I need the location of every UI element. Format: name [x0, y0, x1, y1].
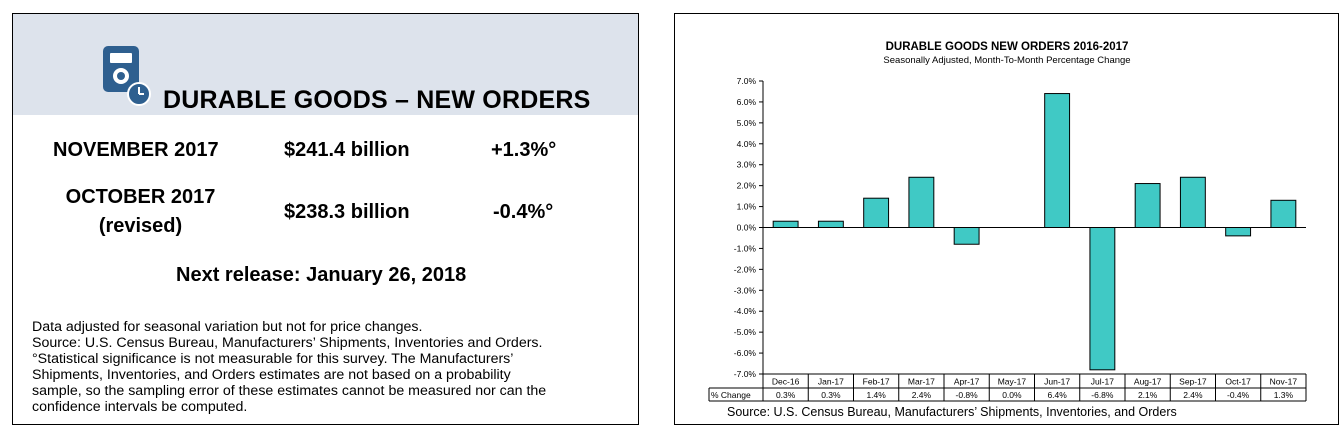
data-label: 2.4%	[912, 390, 932, 400]
table-row-label: % Change	[711, 390, 751, 400]
y-tick-label: 0.0%	[737, 223, 757, 233]
y-tick-label: 6.0%	[737, 97, 757, 107]
x-tick-label: Jul-17	[1091, 377, 1114, 387]
y-tick-label: -4.0%	[734, 306, 757, 316]
row2-value: $238.3 billion	[284, 201, 410, 223]
note-line: Data adjusted for seasonal variation but…	[32, 319, 423, 335]
data-label: -0.4%	[1227, 390, 1250, 400]
y-tick-label: -1.0%	[734, 243, 757, 253]
data-label: 1.3%	[1274, 390, 1294, 400]
data-label: 0.0%	[1002, 390, 1022, 400]
bar-chart: DURABLE GOODS NEW ORDERS 2016-2017 Seaso…	[708, 41, 1307, 419]
chart-body: 7.0% 6.0% 5.0% 4.0% 3.0% 2.0% 1.0% 0.0% -1.0% -2.…	[708, 76, 1307, 402]
data-label: 0.3%	[821, 390, 841, 400]
row2-period-note: (revised)	[98, 215, 183, 237]
bar	[817, 220, 844, 229]
y-tick-label: 2.0%	[737, 181, 757, 191]
chart-panel: DURABLE GOODS NEW ORDERS 2016-2017 Seaso…	[674, 13, 1339, 425]
note-line: sample, so the sampling error of these e…	[32, 382, 547, 399]
y-tick-label: 4.0%	[737, 139, 757, 149]
x-tick-label: May-17	[998, 377, 1027, 387]
summary-header: DURABLE GOODS – NEW ORDERS	[13, 14, 638, 115]
bar	[1270, 199, 1297, 229]
data-label: -0.8%	[956, 390, 979, 400]
data-label: 2.1%	[1138, 390, 1158, 400]
note-line: Source: U.S. Census Bureau, Manufacturer…	[32, 334, 543, 351]
x-tick-label: Mar-17	[908, 377, 935, 387]
note-line: confidence intervals be computed.	[32, 398, 248, 415]
y-tick-label: 1.0%	[737, 202, 757, 212]
summary-title: DURABLE GOODS – NEW ORDERS	[163, 86, 591, 114]
note-line: Shipments, Inventories, and Orders estim…	[32, 366, 511, 383]
y-tick-label: 5.0%	[737, 118, 757, 128]
bar	[863, 197, 890, 228]
data-label: 2.4%	[1183, 390, 1203, 400]
row2-period: OCTOBER 2017	[65, 186, 216, 208]
data-label: 6.4%	[1047, 390, 1067, 400]
x-tick-label: Jun-17	[1044, 377, 1070, 387]
y-tick-label: -5.0%	[734, 327, 757, 337]
x-tick-label: Jan-17	[818, 377, 844, 387]
x-tick-label: Nov-17	[1270, 377, 1298, 387]
bar	[1044, 93, 1071, 228]
x-tick-label: Oct-17	[1225, 377, 1251, 387]
y-tick-label: 7.0%	[737, 76, 757, 86]
x-tick-label: Aug-17	[1134, 377, 1162, 387]
chart-subtitle: Seasonally Adjusted, Month-To-Month Perc…	[883, 55, 1130, 66]
document-clock-icon	[103, 46, 151, 106]
row1-period: NOVEMBER 2017	[53, 139, 219, 161]
data-label: -6.8%	[1091, 390, 1114, 400]
x-tick-label: Sep-17	[1179, 377, 1207, 387]
bar	[1179, 176, 1206, 228]
summary-notes: Data adjusted for seasonal variation but…	[32, 319, 632, 415]
x-tick-label: Feb-17	[863, 377, 890, 387]
row1-value: $241.4 billion	[284, 139, 410, 161]
data-label: 0.3%	[776, 390, 796, 400]
bar	[953, 227, 980, 245]
y-tick-label: -6.0%	[734, 348, 757, 358]
bar	[1089, 227, 1116, 371]
x-tick-label: Apr-17	[954, 377, 980, 387]
y-tick-label: 3.0%	[737, 160, 757, 170]
bar	[1134, 183, 1161, 229]
next-release: Next release: January 26, 2018	[176, 264, 467, 286]
y-tick-label: -2.0%	[734, 264, 757, 274]
data-label: 1.4%	[866, 390, 886, 400]
bar	[772, 220, 799, 229]
y-tick-label: -7.0%	[734, 369, 757, 379]
bar	[1225, 227, 1252, 237]
x-tick-label: Dec-16	[772, 377, 800, 387]
row1-change: +1.3%°	[491, 139, 557, 161]
summary-panel: DURABLE GOODS – NEW ORDERS NOVEMBER 2017…	[12, 13, 639, 425]
row2-change: -0.4%°	[493, 201, 554, 223]
note-line: °Statistical significance is not measura…	[32, 350, 514, 367]
chart-source: Source: U.S. Census Bureau, Manufacturer…	[727, 405, 1177, 419]
bar	[908, 176, 935, 228]
y-tick-label: -3.0%	[734, 285, 757, 295]
chart-title: DURABLE GOODS NEW ORDERS 2016-2017	[886, 41, 1129, 53]
